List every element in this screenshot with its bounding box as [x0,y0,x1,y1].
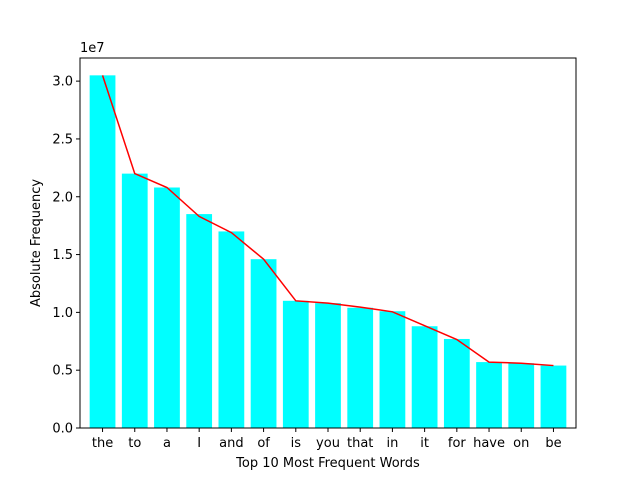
y-tick-label: 2.0 [52,190,73,205]
bar-have [476,362,502,428]
y-tick-label: 0.5 [52,364,73,379]
bar-you [315,303,341,428]
bar-be [540,365,567,428]
y-tick-label: 2.5 [52,132,73,147]
bar-of [250,259,277,428]
x-axis-label: Top 10 Most Frequent Words [235,456,420,471]
y-tick-label: 1.5 [52,248,73,263]
x-tick-label-of: of [257,436,270,451]
y-tick-label: 0.0 [52,422,73,437]
trend-line [101,75,554,367]
bar-a [154,187,180,428]
x-tick-label-I: I [197,436,201,451]
y-tick-label: 1.0 [52,306,73,321]
bar-that [347,307,374,428]
x-tick-label-you: you [316,436,340,451]
x-tick-label-the: the [92,436,113,451]
x-tick-label-on: on [513,436,529,451]
x-tick-label-be: be [545,436,561,451]
bar-the [89,75,116,428]
bar-in [379,311,406,428]
bar-for [443,338,470,428]
x-tick-label-and: and [219,436,243,451]
bar-it [411,326,438,428]
x-tick-label-in: in [386,436,398,451]
x-tick-label-a: a [163,436,171,451]
bar-I [186,214,213,428]
y-axis-label: Absolute Frequency [29,179,44,307]
x-tick-label-to: to [128,436,141,451]
x-tick-label-for: for [448,436,467,451]
y-offset-text: 1e7 [80,41,105,56]
bar-on [508,363,535,428]
x-tick-label-is: is [291,436,302,451]
bars-group [89,75,567,428]
bar-to [121,173,148,428]
y-tick-label: 3.0 [52,75,73,90]
x-tick-label-that: that [347,436,373,451]
x-tick-label-have: have [473,436,505,451]
bar-is [282,300,309,428]
y-axis: 0.0 0.5 1.0 1.5 2.0 2.5 3.0 [52,75,80,437]
bar-and [218,231,245,428]
x-tick-label-it: it [420,436,429,451]
